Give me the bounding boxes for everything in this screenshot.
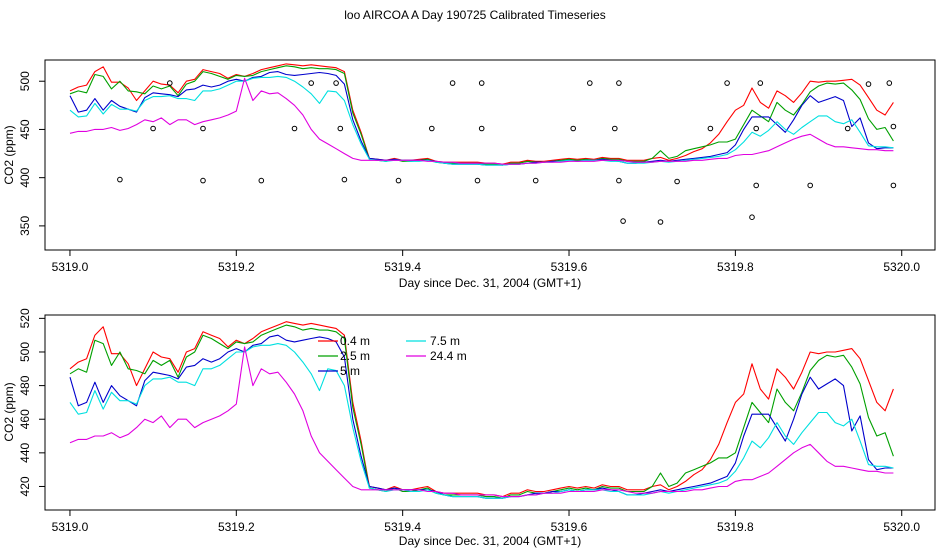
legend-label-5m: 5 m (340, 364, 360, 378)
scatter-point (620, 218, 626, 224)
scatter-point (429, 125, 435, 132)
bottom-series-line-5m (69, 334, 894, 499)
scatter-point (478, 80, 485, 86)
bottom-series-line-0-4m (69, 321, 894, 498)
bottom-y-tick-label: 460 (18, 409, 32, 429)
scatter-point (657, 219, 664, 225)
bottom-x-tick-label: 5319.8 (717, 520, 754, 534)
figure-title: loo AIRCOA A Day 190725 Calibrated Times… (344, 8, 605, 22)
scatter-point (886, 80, 893, 86)
top-y-axis: 350 400 450 500 (18, 71, 45, 236)
scatter-point (532, 177, 539, 184)
legend-label-2-5m: 2.5 m (340, 349, 370, 363)
bottom-data-layer (69, 321, 894, 499)
scatter-point (753, 182, 760, 189)
top-panel: 5319.0 5319.2 5319.4 5319.6 5319.8 5320.0 350… (2, 59, 936, 290)
scatter-point (291, 125, 298, 132)
bottom-x-axis-label: Day since Dec. 31, 2004 (GMT+1) (399, 534, 581, 548)
top-x-tick-label: 5320.0 (883, 260, 920, 274)
bottom-x-tick-label: 5320.0 (883, 520, 920, 534)
scatter-point (707, 125, 714, 132)
scatter-point (844, 125, 851, 132)
bottom-y-axis-label: CO2 (ppm) (2, 382, 16, 441)
scatter-point (449, 80, 456, 86)
scatter-point (395, 177, 402, 184)
top-y-tick-label: 350 (18, 216, 32, 236)
top-series-line-0-4m (69, 63, 894, 165)
scatter-point (749, 214, 755, 220)
bottom-x-axis: 5319.0 5319.2 5319.4 5319.6 5319.8 5320.0 (52, 510, 920, 534)
scatter-point (341, 176, 348, 183)
top-x-tick-label: 5319.6 (551, 260, 588, 274)
top-x-tick-label: 5319.4 (384, 260, 421, 274)
top-series-line-24-4m (69, 77, 894, 165)
bottom-y-tick-label: 420 (18, 476, 32, 496)
bottom-x-tick-label: 5319.4 (384, 520, 421, 534)
scatter-point (757, 80, 764, 86)
legend-label-24-4m: 24.4 m (430, 349, 467, 363)
scatter-point (807, 182, 814, 189)
legend-label-0-4m: 0.4 m (340, 334, 370, 348)
scatter-point (258, 177, 265, 184)
bottom-series-line-2-5m (69, 324, 894, 499)
scatter-point (616, 80, 622, 86)
bottom-plot-frame (44, 314, 936, 511)
top-y-tick-label: 450 (18, 119, 32, 139)
scatter-point (117, 176, 123, 183)
scatter-point (337, 125, 344, 132)
scatter-point (150, 125, 156, 132)
bottom-x-tick-label: 5319.2 (218, 520, 255, 534)
scatter-point (200, 177, 206, 184)
bottom-y-tick-label: 440 (18, 443, 32, 463)
bottom-x-tick-label: 5319.0 (52, 520, 89, 534)
bottom-y-tick-label: 500 (18, 342, 32, 362)
top-y-tick-label: 400 (18, 167, 32, 187)
bottom-y-tick-label: 520 (18, 308, 32, 328)
scatter-point (200, 125, 206, 132)
scatter-point (753, 125, 760, 132)
scatter-point (333, 80, 339, 86)
scatter-point (587, 80, 593, 86)
scatter-point (616, 177, 622, 184)
legend: 0.4 m 2.5 m 5 m 7.5 m 24.4 m (318, 334, 467, 378)
bottom-x-tick-label: 5319.6 (551, 520, 588, 534)
scatter-point (478, 125, 485, 132)
legend-label-7-5m: 7.5 m (430, 334, 460, 348)
scatter-point (890, 123, 897, 130)
top-x-tick-label: 5319.0 (52, 260, 89, 274)
top-x-tick-label: 5319.8 (717, 260, 754, 274)
top-x-axis: 5319.0 5319.2 5319.4 5319.6 5319.8 5320.0 (52, 250, 920, 274)
bottom-series-line-24-4m (69, 346, 894, 498)
scatter-point (674, 178, 680, 185)
scatter-point (865, 81, 872, 87)
top-y-tick-label: 500 (18, 71, 32, 91)
scatter-point (308, 80, 315, 86)
top-series-line-7-5m (69, 75, 894, 166)
bottom-panel: 5319.0 5319.2 5319.4 5319.6 5319.8 5320.0 420… (2, 308, 936, 548)
scatter-point (612, 125, 618, 132)
top-data-layer (69, 63, 897, 225)
scatter-point (474, 177, 481, 184)
scatter-point (890, 182, 897, 189)
scatter-point (570, 125, 577, 132)
bottom-y-axis: 420 440 460 480 500 520 (18, 308, 45, 496)
top-y-axis-label: CO2 (ppm) (2, 125, 16, 184)
top-x-tick-label: 5319.2 (218, 260, 255, 274)
top-x-axis-label: Day since Dec. 31, 2004 (GMT+1) (399, 276, 581, 290)
bottom-y-tick-label: 480 (18, 375, 32, 395)
scatter-point (167, 80, 173, 86)
top-plot-frame (44, 59, 936, 251)
bottom-series-line-7-5m (69, 343, 894, 499)
scatter-point (724, 80, 730, 86)
